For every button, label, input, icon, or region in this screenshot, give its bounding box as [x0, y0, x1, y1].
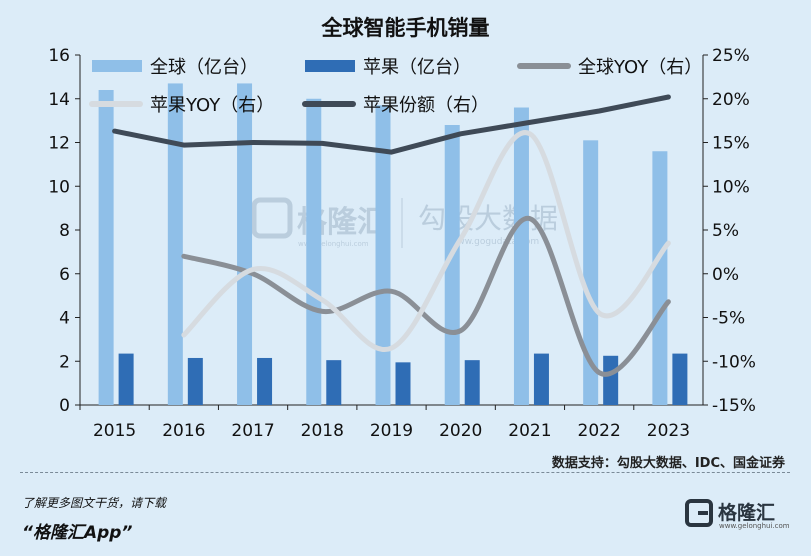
logo-text: 格隆汇	[718, 502, 776, 524]
right-tick-label: 5%	[712, 221, 739, 241]
line-series-0	[181, 216, 671, 377]
x-tick-label: 2015	[93, 421, 136, 441]
x-tick-label: 2023	[647, 421, 690, 441]
x-tick-label: 2018	[301, 421, 344, 441]
left-tick-label: 0	[59, 396, 70, 416]
lines	[112, 94, 671, 377]
right-tick-label: 25%	[712, 46, 750, 66]
bar-global-2022	[583, 140, 599, 405]
legend-label: 苹果YOY（右）	[150, 95, 274, 116]
chart: 格隆汇 www.gelonghui.com 勾股大数据 www.gogudata…	[48, 46, 756, 441]
bar-apple-2018	[326, 360, 342, 405]
footer-logo: 格隆汇 www.gelonghui.com	[684, 496, 794, 536]
right-tick-label: 10%	[712, 177, 750, 197]
x-tick-label: 2020	[439, 421, 482, 441]
legend-swatch	[92, 60, 142, 72]
footer-divider	[20, 472, 790, 473]
right-tick-label: 20%	[712, 90, 750, 110]
watermark: 格隆汇 www.gelonghui.com 勾股大数据 www.gogudata…	[251, 197, 558, 248]
legend: 全球（亿台） 苹果（亿台） 全球YOY（右） 苹果YOY（右） 苹果份额（右）	[89, 57, 702, 116]
bar-apple-2016	[187, 357, 203, 405]
axes: 0 2 4 6 8 10 12 14 16 -15% -10% -5% 0% 5% 10% 15% 20% 25%…	[48, 46, 756, 441]
watermark-brand-url: www.gelonghui.com	[298, 240, 369, 248]
bar-global-2023	[652, 151, 668, 405]
logo-url: www.gelonghui.com	[719, 522, 790, 530]
line-series-1	[181, 130, 671, 353]
right-tick-label: 0%	[712, 265, 739, 285]
bar-apple-2020	[464, 360, 480, 405]
bars	[98, 83, 688, 405]
left-tick-label: 10	[48, 177, 70, 197]
legend-label: 全球（亿台）	[150, 57, 258, 78]
bar-global-2021	[513, 107, 529, 405]
bar-global-2015	[98, 90, 114, 405]
bar-apple-2021	[533, 353, 549, 405]
x-tick-label: 2016	[162, 421, 205, 441]
x-tick-label: 2022	[578, 421, 621, 441]
right-tick-label: 15%	[712, 134, 750, 154]
bar-global-2017	[237, 83, 253, 405]
left-tick-label: 6	[59, 265, 70, 285]
legend-label: 苹果份额（右）	[363, 95, 489, 116]
x-tick-label: 2021	[508, 421, 551, 441]
left-tick-label: 8	[59, 221, 70, 241]
bar-apple-2023	[672, 353, 688, 405]
x-tick-label: 2017	[231, 421, 274, 441]
legend-label: 苹果（亿台）	[363, 57, 471, 78]
right-tick-label: -15%	[712, 396, 756, 416]
legend-label: 全球YOY（右）	[578, 57, 702, 78]
left-tick-label: 14	[48, 90, 70, 110]
logo-g-icon	[685, 499, 713, 527]
bar-global-2016	[167, 83, 183, 405]
left-tick-label: 4	[59, 309, 70, 329]
legend-swatch	[305, 60, 355, 72]
source-note: 数据支持：勾股大数据、IDC、国金证券	[551, 456, 785, 471]
watermark-logo-icon	[251, 197, 293, 239]
line-series-2	[112, 94, 671, 155]
bar-global-2018	[306, 98, 322, 405]
watermark-brand2-url: www.gogudata.com	[450, 237, 539, 247]
bar-apple-2019	[395, 362, 411, 405]
left-tick-label: 16	[48, 46, 70, 66]
bar-apple-2017	[257, 357, 273, 405]
left-tick-label: 2	[59, 352, 70, 372]
chart-title: 全球智能手机销量	[321, 16, 490, 40]
bar-global-2020	[444, 125, 460, 405]
right-tick-label: -10%	[712, 352, 756, 372]
download-text: 了解更多图文干货，请下载	[22, 496, 167, 510]
bar-global-2019	[375, 105, 391, 405]
left-tick-label: 12	[48, 134, 70, 154]
right-tick-label: -5%	[712, 309, 745, 329]
x-tick-label: 2019	[370, 421, 413, 441]
app-name: “格隆汇App”	[22, 523, 133, 543]
bar-apple-2015	[118, 353, 134, 405]
bar-apple-2022	[603, 355, 619, 405]
watermark-brand2: 勾股大数据	[418, 202, 558, 235]
